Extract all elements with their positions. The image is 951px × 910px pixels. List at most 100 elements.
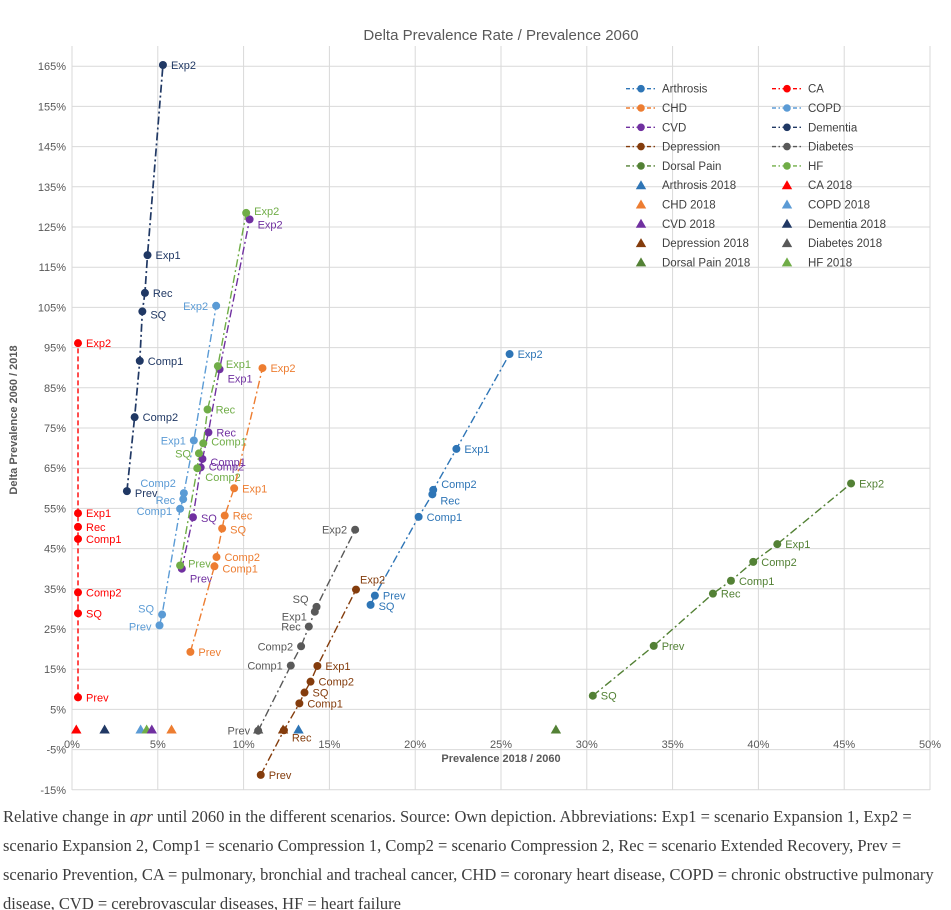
gridlines: [71, 46, 931, 791]
scenario-point: [649, 641, 658, 650]
scenario-point: [135, 356, 144, 365]
y-tick-label: 75%: [44, 423, 66, 435]
marker-2018-triangle: [166, 724, 177, 734]
x-tick-label: 5%: [150, 739, 166, 751]
legend-item-arthrosis: Arthrosis: [626, 84, 708, 96]
point-label: SQ: [601, 691, 617, 703]
point-label: Prev: [86, 692, 109, 704]
legend-item-hf-2018: HF 2018: [781, 257, 852, 269]
y-tick-label: 65%: [44, 463, 66, 475]
point-label: Exp2: [254, 206, 279, 218]
legend-label: COPD 2018: [808, 200, 870, 212]
scenario-point: [158, 610, 167, 619]
marker-2018-triangle: [146, 724, 157, 734]
legend-label: CA 2018: [808, 180, 852, 192]
scenario-point: [588, 691, 597, 700]
axis-tick-labels: 0% 5% 10% 15% 20% 25% 30% 35% 40% 45% 50% 165% 155% 1…: [38, 61, 941, 795]
x-tick-label: 15%: [318, 739, 340, 751]
series-dementia-2018: [99, 724, 110, 734]
x-tick-label: 30%: [576, 739, 598, 751]
legend-triangle-marker: [635, 218, 647, 228]
point-label: Comp1: [427, 512, 462, 524]
legend-item-chd-2018: CHD 2018: [635, 199, 716, 212]
scenario-point: [203, 405, 212, 414]
legend-item-depression-2018: Depression 2018: [635, 238, 749, 250]
point-label: Exp2: [258, 219, 283, 231]
point-label: Rec: [233, 511, 253, 523]
point-label: Prev: [269, 770, 292, 782]
scenario-point: [295, 699, 304, 708]
point-label: Comp1: [210, 457, 245, 469]
series-cvd-2018: [146, 724, 157, 734]
point-label: Exp2: [171, 60, 196, 72]
point-label: Exp2: [859, 478, 884, 490]
legend-label: CVD 2018: [662, 219, 715, 231]
scenario-point: [213, 362, 222, 371]
y-tick-label: 15%: [44, 664, 66, 676]
point-label: Comp2: [140, 478, 175, 490]
scenario-point: [176, 561, 185, 570]
series-diabetes-2018: [252, 724, 264, 734]
x-tick-label: 50%: [919, 739, 941, 751]
marker-2018-triangle: [550, 724, 562, 734]
point-label: Prev: [228, 726, 251, 738]
point-label: Prev: [135, 488, 158, 500]
scenario-point: [258, 364, 267, 373]
caption-italic-term: apr: [129, 807, 153, 826]
legend-circle-marker: [637, 123, 645, 132]
point-label: SQ: [150, 309, 166, 321]
y-tick-label: 85%: [44, 383, 66, 395]
scenario-point: [847, 479, 856, 488]
legend-item-ca-2018: CA 2018: [781, 180, 852, 192]
y-tick-label: 135%: [38, 182, 66, 194]
x-axis-title: Prevalence 2018 / 2060: [441, 753, 560, 765]
marker-2018-triangle: [252, 724, 264, 734]
point-label: SQ: [86, 608, 102, 620]
marker-2018-triangle: [99, 724, 110, 734]
legend-circle-marker: [637, 142, 645, 151]
scenario-point: [188, 513, 197, 522]
legend-item-chd: CHD: [626, 103, 687, 115]
chart-title: Delta Prevalence Rate / Prevalence 2060: [363, 27, 638, 44]
scenario-point: [256, 770, 265, 779]
point-label: Rec: [721, 589, 741, 601]
y-tick-label: 35%: [44, 584, 66, 596]
legend: Arthrosis CHD CVD Depression Dorsal Pain Arth…: [626, 84, 886, 269]
y-tick-label: 145%: [38, 142, 66, 154]
point-label: Exp1: [86, 508, 111, 520]
point-label: Exp2: [322, 525, 347, 537]
scenario-point: [158, 60, 167, 69]
legend-triangle-marker: [635, 257, 647, 267]
scenario-point: [74, 339, 83, 348]
legend-triangle-marker: [781, 238, 793, 248]
series-depression-2018: [277, 724, 289, 734]
point-label: Prev: [198, 647, 221, 659]
series-arthrosis-2018: [293, 724, 304, 734]
legend-label: Arthrosis: [662, 84, 708, 96]
scenario-point: [306, 677, 315, 686]
legend-item-dementia-2018: Dementia 2018: [781, 218, 886, 231]
y-tick-label: 5%: [50, 704, 66, 716]
legend-label: Diabetes 2018: [808, 238, 882, 250]
legend-label: Dementia: [808, 122, 858, 134]
scenario-point: [186, 647, 195, 656]
point-label: Exp1: [156, 250, 181, 262]
legend-circle-marker: [637, 104, 645, 112]
scenario-point: [749, 557, 758, 566]
y-tick-label: 125%: [38, 222, 66, 234]
point-label: SQ: [138, 604, 154, 616]
point-label: Prev: [662, 641, 685, 653]
marker-2018-triangle: [293, 724, 304, 734]
scenario-point: [708, 589, 717, 598]
scenario-point: [138, 307, 147, 316]
point-label: Comp1: [222, 563, 257, 575]
y-tick-label: -15%: [40, 785, 66, 795]
scenario-point: [245, 215, 254, 224]
scenario-point: [312, 602, 321, 611]
scenario-point: [74, 522, 83, 531]
legend-label: COPD: [808, 103, 841, 115]
